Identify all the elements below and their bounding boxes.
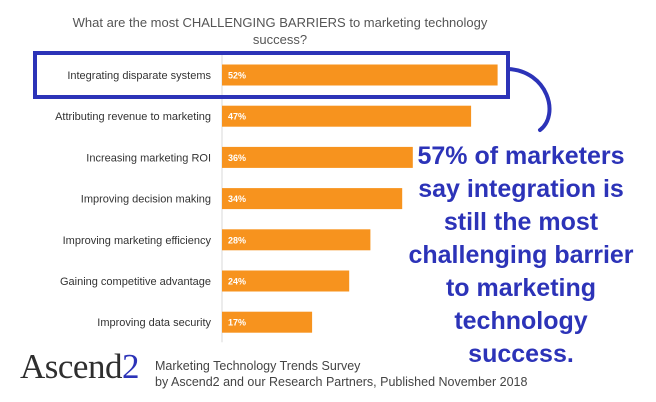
bar-value-label: 36% (228, 153, 246, 163)
callout-text: 57% of marketers say integration is stil… (398, 140, 644, 371)
bar (222, 146, 413, 168)
bar-value-label: 17% (228, 318, 246, 328)
bar (222, 229, 371, 251)
callout-line: success. (468, 340, 574, 368)
category-label: Improving marketing efficiency (63, 235, 212, 247)
callout-connector (506, 67, 552, 132)
category-label: Increasing marketing ROI (86, 152, 211, 164)
callout-line: technology (454, 307, 588, 335)
category-label: Attributing revenue to marketing (55, 111, 211, 123)
callout-line: say integration is (418, 175, 624, 203)
category-label: Gaining competitive advantage (60, 276, 211, 288)
bar (222, 105, 472, 127)
footer-source: Marketing Technology Trends Survey by As… (155, 358, 527, 390)
logo-text: Ascend (20, 347, 122, 386)
bar-value-label: 52% (228, 71, 246, 81)
bar-value-label: 24% (228, 277, 246, 287)
category-label: Integrating disparate systems (67, 70, 211, 82)
callout-line: challenging barrier (408, 241, 634, 269)
bar-value-label: 28% (228, 235, 246, 245)
footer-line-2: by Ascend2 and our Research Partners, Pu… (155, 375, 528, 389)
category-label: Improving data security (97, 317, 211, 329)
bar (222, 311, 313, 333)
ascend2-logo: Ascend2 (20, 347, 139, 387)
bar-value-label: 47% (228, 112, 246, 122)
bar (222, 64, 498, 86)
callout-line: still the most (443, 208, 599, 236)
category-label: Improving decision making (81, 194, 211, 206)
bar-value-label: 34% (228, 194, 246, 204)
callout-line: 57% of marketers (417, 142, 625, 170)
highlight-box (33, 51, 510, 99)
bar (222, 188, 403, 210)
logo-number: 2 (121, 347, 140, 386)
chart-title: What are the most CHALLENGING BARRIERS t… (72, 15, 488, 47)
bar (222, 270, 350, 292)
footer-line-1: Marketing Technology Trends Survey (155, 359, 361, 373)
callout-line: to marketing (445, 274, 597, 302)
